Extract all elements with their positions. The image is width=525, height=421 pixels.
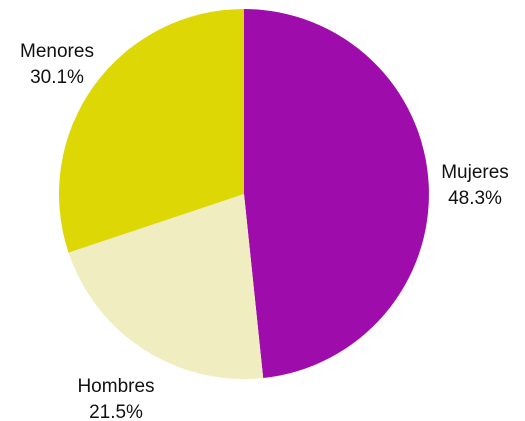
slice-percentage: 30.1% (30, 67, 84, 88)
pie-slice-hombres (68, 194, 264, 379)
slice-label-menores: Menores 30.1% (20, 41, 94, 88)
slice-name: Hombres (77, 376, 154, 397)
slice-name: Mujeres (441, 162, 509, 183)
slice-label-mujeres: Mujeres 48.3% (441, 162, 509, 209)
pie-slice-menores (59, 9, 244, 253)
slice-percentage: 48.3% (448, 188, 502, 209)
slice-label-hombres: Hombres 21.5% (77, 376, 154, 421)
pie-slice-mujeres (244, 9, 429, 378)
slice-name: Menores (20, 41, 94, 62)
slice-percentage: 21.5% (89, 402, 143, 421)
